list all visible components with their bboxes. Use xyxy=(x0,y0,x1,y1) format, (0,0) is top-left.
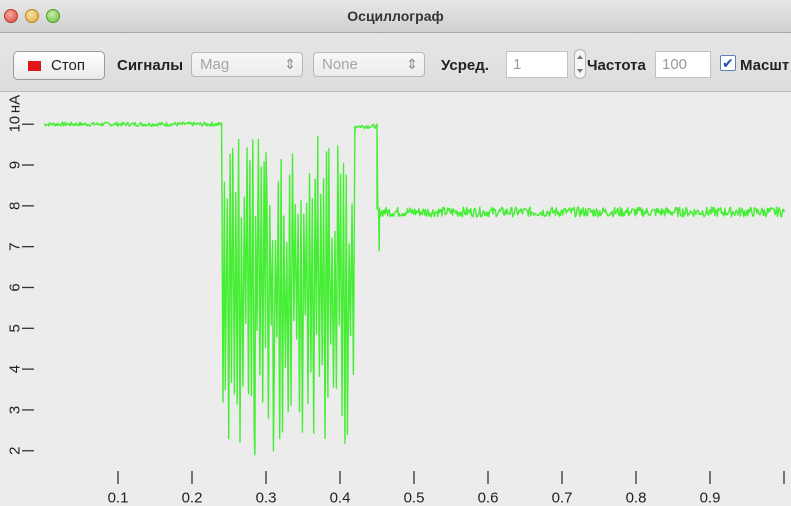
signal-select-1-value: Mag xyxy=(200,56,230,73)
frequency-value: 100 xyxy=(662,56,688,73)
stop-icon xyxy=(28,60,41,71)
scale-label: Масшт xyxy=(740,57,790,74)
stop-button-label: Стоп xyxy=(51,57,85,74)
y-tick-label: 9 xyxy=(7,161,24,169)
stepper-down-icon[interactable] xyxy=(577,69,583,73)
checkmark-icon: ✔ xyxy=(722,55,734,71)
y-tick-label: 5 xyxy=(7,324,24,332)
averaging-value: 1 xyxy=(513,56,522,73)
signal-chart: 2 3 4 5 6 7 8 9 10 нА 0.1 0.2 0.3 0.4 0.5 0.6 0.7 0.8 0.9 xyxy=(7,95,785,506)
x-tick-label: 0.3 xyxy=(256,490,277,506)
averaging-stepper[interactable] xyxy=(574,49,586,79)
x-tick-label: 0.4 xyxy=(330,490,351,506)
scale-checkbox[interactable]: ✔ xyxy=(720,55,736,71)
x-tick-label: 0.6 xyxy=(478,490,499,506)
y-tick-label: 10 xyxy=(7,116,24,133)
y-tick-label: 4 xyxy=(7,365,24,373)
toolbar: Стоп Сигналы Mag ⇕ None ⇕ Усред. 1 Часто… xyxy=(0,33,791,92)
x-tick-label: 0.2 xyxy=(182,490,203,506)
y-tick-label: 6 xyxy=(7,283,24,291)
signal-select-2[interactable]: None ⇕ xyxy=(313,52,425,77)
stop-button[interactable]: Стоп xyxy=(13,51,105,80)
zoom-window-icon[interactable] xyxy=(46,9,60,23)
y-tick-label: 8 xyxy=(7,202,24,210)
x-tick-label: 0.1 xyxy=(108,490,129,506)
oscilloscope-plot[interactable]: 2 3 4 5 6 7 8 9 10 нА 0.1 0.2 0.3 0.4 0.5 0.6 0.7 0.8 0.9 xyxy=(0,92,791,506)
minimize-window-icon[interactable] xyxy=(25,9,39,23)
signal-select-2-value: None xyxy=(322,56,358,73)
y-tick-label: 7 xyxy=(7,242,24,250)
signals-label: Сигналы xyxy=(117,57,184,74)
x-tick-label: 0.9 xyxy=(700,490,721,506)
y-axis-label: нА xyxy=(7,95,24,113)
frequency-label: Частота xyxy=(587,57,646,74)
y-tick-label: 2 xyxy=(7,447,24,455)
x-tick-label: 0.8 xyxy=(626,490,647,506)
signal-select-1[interactable]: Mag ⇕ xyxy=(191,52,303,77)
title-bar: Осциллограф xyxy=(0,0,791,33)
stepper-up-icon[interactable] xyxy=(577,55,583,59)
select-arrows-icon: ⇕ xyxy=(406,56,418,72)
close-window-icon[interactable] xyxy=(4,9,18,23)
y-tick-label: 3 xyxy=(7,406,24,414)
averaging-label: Усред. xyxy=(441,57,489,74)
window-title: Осциллограф xyxy=(347,8,444,24)
x-tick-label: 0.7 xyxy=(552,490,573,506)
signal-trace xyxy=(43,121,785,456)
averaging-input[interactable]: 1 xyxy=(506,51,568,78)
frequency-input[interactable]: 100 xyxy=(655,51,711,78)
x-tick-label: 0.5 xyxy=(404,490,425,506)
select-arrows-icon: ⇕ xyxy=(284,56,296,72)
